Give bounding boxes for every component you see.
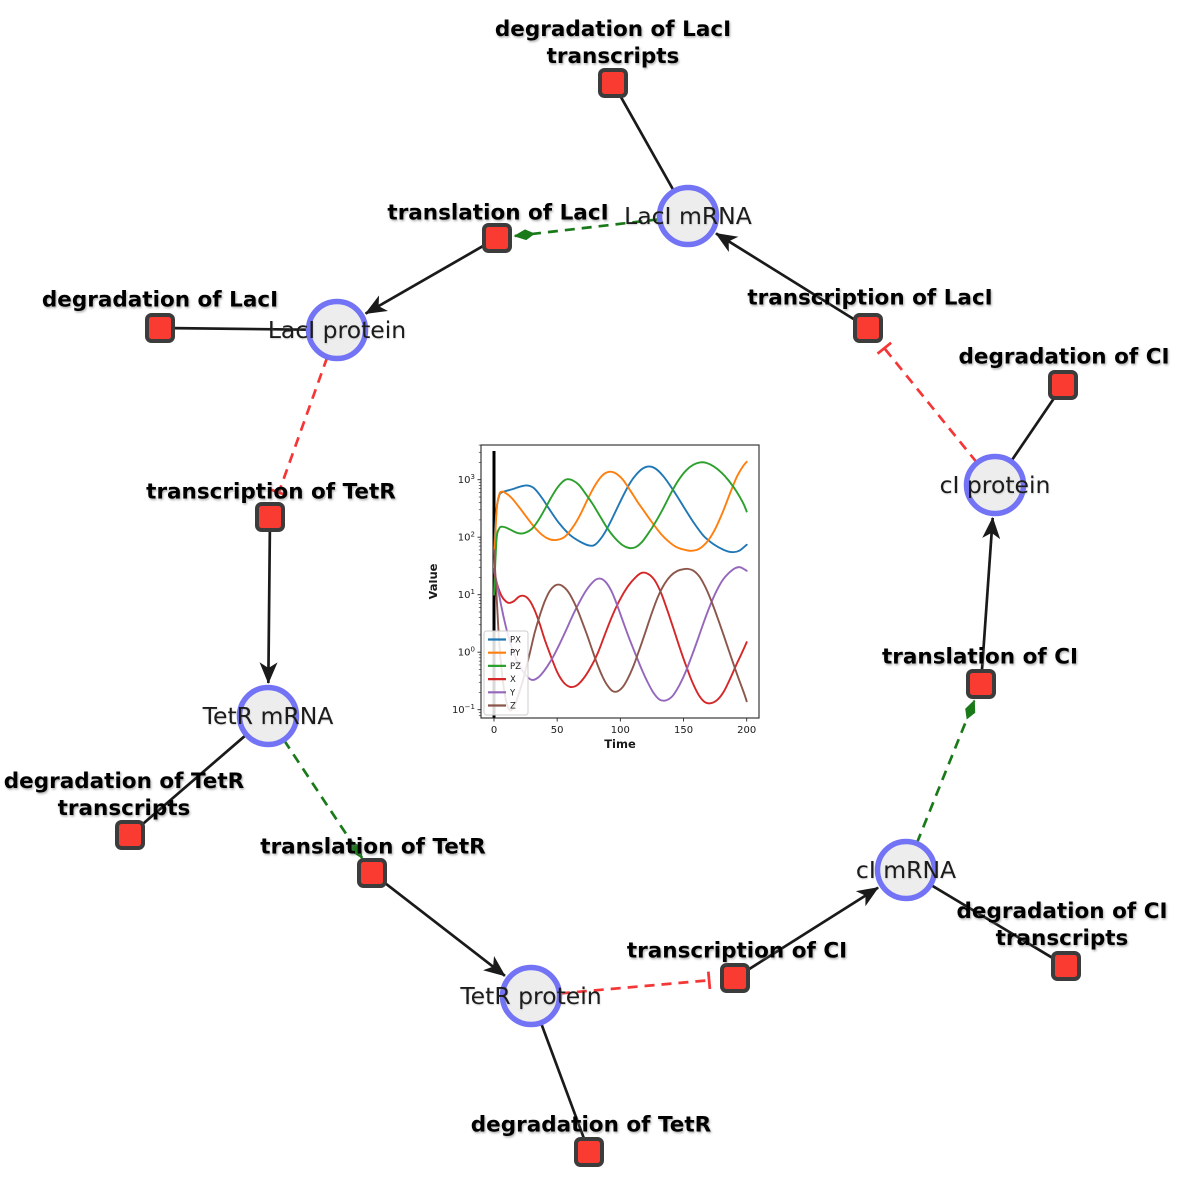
series-PX	[493, 465, 748, 554]
legend-label-PZ: PZ	[510, 662, 521, 672]
edge-p_ci-tx_laci	[876, 341, 978, 464]
reaction-node-deg_laci_tr	[598, 68, 628, 98]
legend-label-PY: PY	[510, 649, 521, 659]
reaction-node-tl_tetr	[357, 858, 387, 888]
axis-tick-labels: 0 50 100 150 200 10−1 100 101 102 103	[452, 473, 756, 736]
edge-tx_ci-m_ci	[745, 886, 879, 973]
edge-tl_tetr-p_tetr	[381, 879, 506, 977]
y-tick-label: 102	[458, 531, 475, 544]
edge-m_tetr-tl_tetr	[282, 739, 364, 860]
edges-layer	[138, 93, 1057, 1141]
species-node-p_laci	[305, 298, 369, 362]
reaction-node-deg_tetr	[574, 1137, 604, 1167]
y-axis-label: Value	[429, 563, 440, 599]
series-X	[493, 570, 748, 705]
legend-label-Z: Z	[510, 702, 516, 712]
reaction-node-deg_tetr_tr	[115, 820, 145, 850]
x-tick-label: 200	[737, 725, 756, 736]
species-node-p_ci	[963, 453, 1027, 517]
reaction-node-tl_ci	[966, 669, 996, 699]
edge-p_ci-deg_ci	[1010, 394, 1057, 462]
y-tick-label: 101	[458, 588, 475, 601]
series-PZ	[493, 461, 748, 596]
x-axis-label: Time	[604, 737, 636, 751]
reaction-node-deg_laci	[145, 313, 175, 343]
x-tick-label: 100	[611, 725, 630, 736]
y-tick-label: 100	[458, 646, 475, 659]
edge-tl_laci-p_laci	[364, 243, 487, 315]
x-tick-label: 50	[551, 725, 564, 736]
edge-p_tetr-deg_tetr	[539, 1022, 586, 1141]
x-tick-label: 0	[491, 725, 497, 736]
edge-p_laci-deg_laci	[172, 326, 309, 332]
edge-m_ci-tl_ci	[915, 699, 976, 844]
legend-label-PX: PX	[510, 636, 521, 646]
edge-tx_laci-m_laci	[715, 232, 858, 323]
timeseries-chart: 0 50 100 150 200 10−1 100 101 102 103 PX PY PZ XYZ Tim…	[426, 444, 760, 751]
legend: PX PY PZ XYZ	[483, 630, 529, 716]
species-node-m_tetr	[236, 684, 300, 748]
reaction-node-deg_ci	[1048, 370, 1078, 400]
edge-tl_ci-p_ci	[980, 517, 1001, 672]
nodes-layer	[115, 68, 1081, 1167]
reaction-node-tx_tetr	[255, 502, 285, 532]
inset-plot: 0 50 100 150 200 10−1 100 101 102 103 PX PY PZ X Y Z Tim…	[426, 441, 771, 763]
species-node-m_ci	[874, 838, 938, 902]
reaction-node-deg_ci_tr	[1051, 951, 1081, 981]
edge-m_ci-deg_ci_tr	[930, 883, 1056, 961]
reaction-node-tl_laci	[482, 223, 512, 253]
legend-label-Y: Y	[509, 688, 516, 698]
series-PY	[493, 460, 748, 569]
species-node-p_tetr	[499, 964, 563, 1028]
y-tick-label: 103	[458, 473, 475, 486]
edge-p_tetr-tx_ci	[559, 971, 712, 995]
reaction-node-tx_laci	[853, 313, 883, 343]
species-node-m_laci	[656, 184, 720, 248]
edge-p_laci-tx_tetr	[270, 356, 329, 497]
edge-m_tetr-deg_tetr_tr	[138, 733, 247, 828]
edge-tx_tetr-m_tetr	[259, 529, 278, 684]
x-tick-label: 150	[674, 725, 693, 736]
reaction-node-tx_ci	[720, 963, 750, 993]
y-tick-label: 10−1	[452, 703, 475, 716]
plot-spines	[480, 444, 760, 719]
edge-m_laci-deg_laci_tr	[618, 93, 675, 192]
legend-label-X: X	[510, 675, 516, 685]
edge-m_laci-tl_laci	[513, 217, 660, 241]
axis-ticks	[477, 479, 748, 722]
